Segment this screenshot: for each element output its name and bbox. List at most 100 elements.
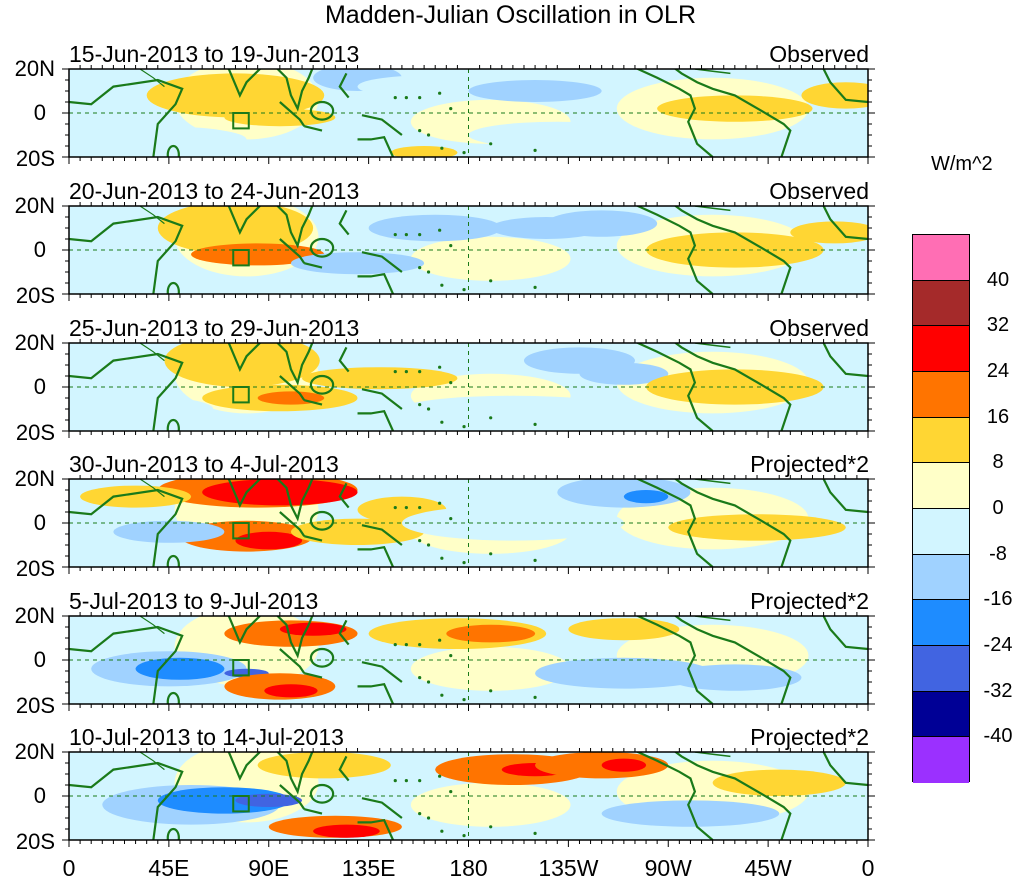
island	[489, 142, 493, 146]
island	[438, 638, 442, 642]
anomaly-region	[546, 210, 658, 237]
anomaly-field	[80, 479, 846, 554]
coast-australia	[357, 545, 395, 567]
coast-borneo	[309, 100, 335, 121]
island	[418, 96, 422, 100]
coastline	[69, 69, 868, 157]
coast-americas-west	[635, 479, 714, 567]
island	[489, 689, 493, 693]
island	[533, 148, 537, 152]
colorbar-label: -24	[983, 634, 1013, 656]
coastline	[69, 479, 868, 567]
anomaly-field	[69, 69, 868, 157]
colorbar-label: 16	[986, 405, 1010, 428]
x-label: 180	[449, 855, 488, 881]
colorbar-label: 0	[992, 497, 1004, 519]
colorbar-box	[913, 554, 969, 601]
coast-new-guinea	[361, 524, 403, 546]
island	[426, 407, 431, 411]
island	[404, 779, 408, 783]
map-panel-4	[62, 475, 875, 574]
coast-indochina	[276, 343, 314, 386]
coast-india	[226, 616, 262, 646]
colorbar-label: -40	[983, 725, 1013, 748]
island	[426, 543, 431, 547]
y-label-south: 20S	[15, 420, 55, 445]
island	[462, 561, 466, 565]
x-label: 90W	[644, 855, 692, 881]
coast-sumatra	[279, 648, 306, 674]
y-label-north: 20N	[14, 193, 55, 218]
y-label-north: 20N	[14, 330, 55, 355]
island	[440, 146, 444, 150]
colorbar-box	[913, 691, 969, 738]
coast-australia	[357, 818, 395, 840]
panel-date-range: 15-Jun-2013 to 19-Jun-2013	[69, 41, 360, 67]
coast-indochina	[276, 752, 314, 795]
island	[393, 643, 397, 647]
y-label-south: 20S	[15, 556, 55, 581]
island	[438, 774, 442, 778]
coast-west-africa	[822, 616, 868, 651]
island	[393, 233, 397, 237]
anomaly-region	[313, 824, 380, 838]
coast-sumatra	[279, 784, 306, 810]
anomaly-region	[302, 367, 458, 390]
y-label-south: 20S	[15, 693, 55, 718]
coast-madagascar	[166, 827, 180, 840]
island	[533, 695, 537, 700]
colorbar-box	[913, 235, 969, 281]
y-label-equator: 0	[33, 783, 46, 808]
coast-americas-west	[635, 752, 714, 840]
coast-africa	[69, 78, 184, 157]
coast-americas-west	[635, 206, 714, 294]
coast-africa	[69, 488, 184, 567]
coast-australia	[357, 409, 395, 431]
panel-type: Projected*2	[750, 451, 869, 477]
colorbar-label: 40	[986, 268, 1010, 291]
coast-new-guinea	[361, 661, 403, 683]
colorbar-box	[913, 645, 969, 692]
coast-indochina	[276, 69, 314, 112]
anomaly-region	[279, 622, 347, 636]
x-label: 45E	[148, 855, 190, 881]
coast-java	[303, 399, 323, 406]
coast-borneo	[309, 783, 335, 804]
coast-africa	[69, 352, 184, 431]
anomaly-region	[657, 95, 813, 122]
island	[418, 539, 422, 543]
colorbar-box	[913, 417, 969, 464]
island	[404, 643, 408, 647]
anomaly-region	[290, 518, 425, 545]
coast-philippines	[338, 482, 350, 509]
y-label-equator: 0	[33, 647, 46, 672]
colorbar-label: 32	[986, 314, 1010, 337]
coast-java	[303, 672, 323, 679]
island	[426, 270, 431, 274]
coast-new-guinea	[361, 251, 403, 273]
coast-india	[226, 479, 262, 509]
island	[426, 133, 431, 137]
coast-india	[226, 752, 262, 782]
island	[426, 680, 431, 684]
island	[462, 834, 466, 838]
anomaly-region	[69, 263, 180, 290]
coastline	[69, 752, 868, 840]
coast-africa	[69, 625, 184, 704]
anomaly-field	[102, 752, 846, 838]
colorbar-label: 24	[986, 360, 1010, 382]
coast-red-sea	[139, 479, 165, 498]
coast-west-africa	[822, 206, 868, 241]
anomaly-region	[712, 769, 846, 796]
island	[418, 506, 422, 510]
coast-philippines	[338, 619, 350, 646]
island	[462, 288, 466, 292]
coast-new-guinea	[361, 388, 403, 410]
island	[404, 233, 408, 237]
anomaly-region	[202, 479, 358, 506]
island	[449, 107, 453, 111]
island	[440, 556, 444, 560]
y-label-equator: 0	[33, 510, 46, 535]
coast-west-africa	[822, 479, 868, 514]
anomaly-region	[157, 787, 291, 814]
